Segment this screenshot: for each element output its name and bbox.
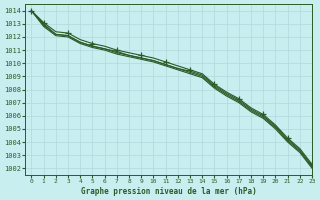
X-axis label: Graphe pression niveau de la mer (hPa): Graphe pression niveau de la mer (hPa) [81, 187, 257, 196]
